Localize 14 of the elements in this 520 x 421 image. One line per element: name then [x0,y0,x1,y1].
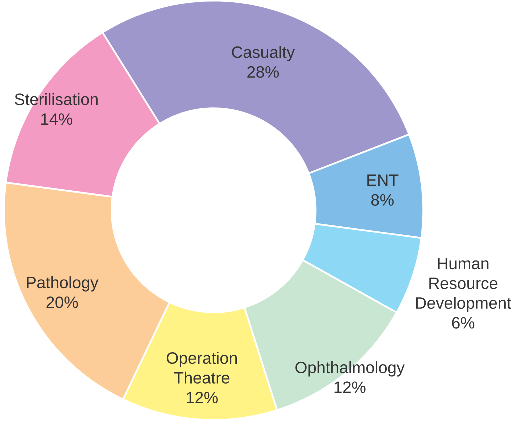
slice-label: Ophthalmology [296,362,405,377]
slice-label: ENT [368,174,399,186]
slice-label: Sterilisation [15,93,98,106]
data-label: 12% [334,382,366,394]
slice-label: Pathology [27,276,99,292]
data-label: 28% [248,66,280,78]
data-label: 12% [187,392,218,404]
slice-label: Operation Theatre [166,352,238,384]
slice-label: Casualty [232,46,296,62]
data-label: 20% [46,296,78,308]
slice-label: Human Resource Development [416,258,512,312]
data-label: 8% [372,194,394,206]
data-label: 6% [452,317,475,329]
data-label: 14% [42,114,72,126]
